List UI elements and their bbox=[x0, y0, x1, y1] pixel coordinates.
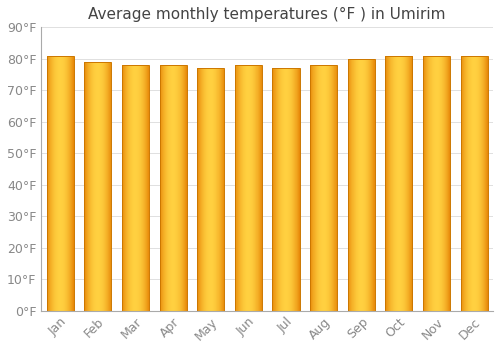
Bar bbox=[310, 65, 337, 311]
Bar bbox=[460, 56, 488, 311]
Bar bbox=[84, 62, 112, 311]
Bar bbox=[272, 68, 299, 311]
Bar bbox=[46, 56, 74, 311]
Bar bbox=[386, 56, 412, 311]
Bar bbox=[348, 59, 375, 311]
Bar bbox=[197, 68, 224, 311]
Bar bbox=[160, 65, 186, 311]
Title: Average monthly temperatures (°F ) in Umirim: Average monthly temperatures (°F ) in Um… bbox=[88, 7, 446, 22]
Bar bbox=[423, 56, 450, 311]
Bar bbox=[235, 65, 262, 311]
Bar bbox=[122, 65, 149, 311]
